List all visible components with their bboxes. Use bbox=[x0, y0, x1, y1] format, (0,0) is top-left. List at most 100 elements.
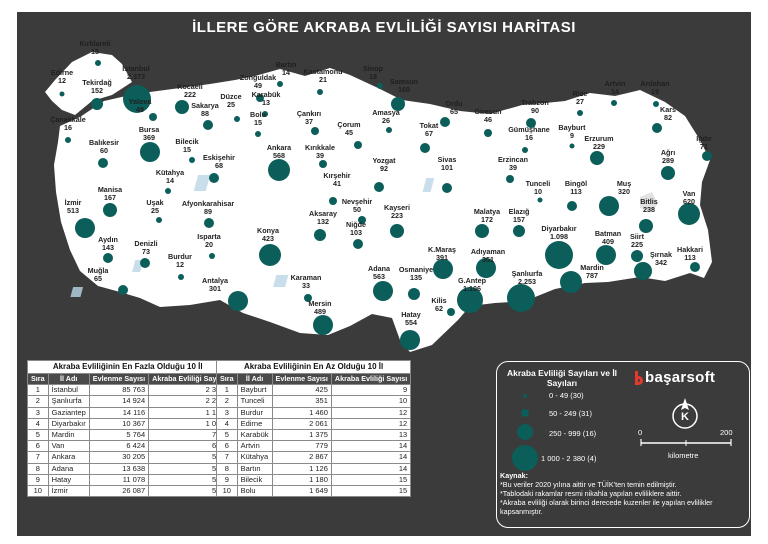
city-name-label: Yozgat bbox=[372, 156, 396, 165]
scale-bar bbox=[640, 439, 732, 446]
city-name-label: Edirne bbox=[51, 68, 73, 77]
top-table-caption: Akraba Evliliğinin En Fazla Olduğu 10 İl bbox=[26, 360, 229, 374]
consanguineous-cell: 14 bbox=[330, 462, 412, 475]
city-value-label: 563 bbox=[373, 272, 385, 281]
city-value-label: 229 bbox=[593, 142, 605, 151]
city-name-label: Bartın bbox=[276, 60, 297, 69]
city-circle bbox=[475, 224, 489, 238]
legend-dot-xlarge bbox=[512, 445, 538, 471]
marriages-cell: 6 424 bbox=[88, 440, 150, 453]
city-circle bbox=[95, 60, 101, 66]
city-cell: Mardin bbox=[47, 428, 90, 442]
city-value-label: 2.253 bbox=[518, 277, 536, 286]
city-circle bbox=[317, 89, 323, 95]
rank-cell: 2 bbox=[27, 395, 49, 408]
marriages-cell: 1 126 bbox=[271, 462, 332, 475]
city-name-label: Van bbox=[683, 189, 696, 198]
city-circle bbox=[374, 182, 384, 192]
city-cell: Bayburt bbox=[236, 384, 273, 397]
legend-dot-medium bbox=[521, 409, 529, 417]
city-circle bbox=[386, 127, 392, 133]
city-circle bbox=[513, 225, 525, 237]
marriages-cell: 351 bbox=[271, 395, 332, 408]
city-circle bbox=[354, 141, 362, 149]
city-value-label: 351 bbox=[482, 255, 494, 264]
city-circle bbox=[59, 91, 65, 97]
city-value-label: 16 bbox=[64, 123, 72, 132]
city-circle bbox=[634, 262, 652, 280]
city-value-label: 14 bbox=[282, 68, 290, 77]
marriages-cell: 11 078 bbox=[88, 473, 150, 486]
city-circle bbox=[209, 253, 215, 259]
compass-letter: K bbox=[681, 411, 689, 423]
consanguineous-cell: 13 bbox=[330, 428, 412, 442]
city-circle bbox=[75, 218, 95, 238]
city-value-label: 18 bbox=[369, 72, 377, 81]
city-value-label: 88 bbox=[201, 109, 209, 118]
city-name-label: İstanbul bbox=[122, 64, 150, 73]
city-cell: Ankara bbox=[47, 451, 90, 464]
city-circle bbox=[314, 229, 326, 241]
city-value-label: 172 bbox=[481, 215, 493, 224]
city-name-label: Balıkesir bbox=[89, 138, 119, 147]
city-name-label: Bilecik bbox=[175, 137, 198, 146]
city-cell: Bolu bbox=[236, 484, 273, 498]
city-value-label: 513 bbox=[67, 206, 79, 215]
city-name-label: Trabzon bbox=[521, 98, 549, 107]
city-value-label: 33 bbox=[302, 281, 310, 290]
marriages-cell: 425 bbox=[271, 384, 332, 397]
city-circle bbox=[256, 94, 264, 102]
city-name-label: Kastamonu bbox=[303, 67, 342, 76]
anatolia-land bbox=[54, 68, 712, 352]
city-circle bbox=[98, 158, 108, 168]
city-name-label: Mardin bbox=[580, 263, 604, 272]
consanguineous-cell: 15 bbox=[330, 484, 412, 498]
city-name-label: Samsun bbox=[390, 77, 418, 86]
city-circle bbox=[433, 259, 453, 279]
city-cell: İstanbul bbox=[47, 384, 90, 397]
city-circle bbox=[661, 166, 675, 180]
city-name-label: Ağrı bbox=[661, 148, 675, 157]
city-value-label: 101 bbox=[441, 163, 453, 172]
city-value-label: 152 bbox=[91, 86, 103, 95]
city-value-label: 568 bbox=[273, 151, 285, 160]
city-value-label: 135 bbox=[410, 273, 422, 282]
city-cell: İzmir bbox=[47, 484, 90, 498]
city-cell: Artvin bbox=[236, 440, 273, 453]
city-value-label: 92 bbox=[380, 164, 388, 173]
table-row: 1 İstanbul 85 763 2 373 bbox=[27, 384, 229, 397]
city-value-label: 167 bbox=[104, 193, 116, 202]
city-value-label: 25 bbox=[227, 100, 235, 109]
bottom-table-body: 1 Bayburt 425 9 2 Tunceli 351 10 3 Burdur 1 460 12 4… bbox=[216, 384, 412, 498]
city-circle bbox=[103, 203, 117, 217]
bottom-col-consanguineous: Akraba Evliliği Sayısı bbox=[330, 372, 412, 386]
city-circle bbox=[255, 131, 261, 137]
city-value-label: 113 bbox=[570, 187, 582, 196]
city-name-label: Bitlis bbox=[640, 197, 658, 206]
city-value-label: 71 bbox=[700, 142, 708, 151]
city-circle bbox=[228, 291, 248, 311]
bottom-col-city: İl Adı bbox=[236, 372, 273, 386]
city-circle bbox=[118, 285, 128, 295]
table-row: 4 Diyarbakır 10 367 1 098 bbox=[27, 417, 229, 430]
